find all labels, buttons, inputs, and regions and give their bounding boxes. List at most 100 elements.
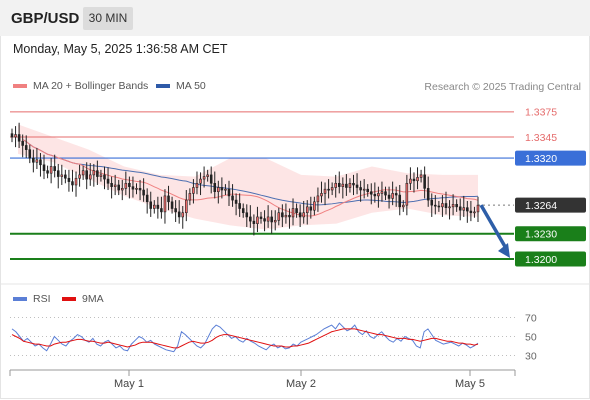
rsi-ma-line xyxy=(11,328,479,349)
candle-bearish xyxy=(245,212,249,218)
candle-bullish xyxy=(448,206,451,209)
candle-bullish xyxy=(320,193,323,197)
candle-bearish xyxy=(337,182,341,187)
candle-bearish xyxy=(430,199,434,206)
candle-bearish xyxy=(103,174,106,180)
level-tag-last xyxy=(515,197,586,213)
candle-bullish xyxy=(416,177,419,182)
level-lines-layer xyxy=(10,111,514,260)
candle-bearish xyxy=(32,157,35,163)
rsi-swatch xyxy=(13,297,27,302)
legend-ma50: MA 50 xyxy=(156,80,206,92)
candle-bullish xyxy=(330,187,334,191)
level-labels-layer: 1.3375 1.3345 1.3320 1.3264 1.3230 1.3200 xyxy=(515,107,586,267)
candle-bearish xyxy=(444,203,448,208)
candle-bullish xyxy=(409,178,412,184)
candle-bearish xyxy=(96,170,99,177)
x-axis-label: May 2 xyxy=(286,378,316,390)
level-tag-support xyxy=(515,226,586,242)
candle-bearish xyxy=(423,174,426,189)
level-label: 1.3264 xyxy=(525,200,557,212)
candle-bearish xyxy=(298,212,302,218)
candle-bullish xyxy=(206,174,209,177)
candle-bearish xyxy=(437,205,441,208)
bollinger-band xyxy=(18,124,478,230)
rsi-ma-label: 9MA xyxy=(82,293,104,305)
candle-bearish xyxy=(17,134,21,142)
time-axis: May 1 May 2 May 5 xyxy=(9,369,516,390)
candle-bullish xyxy=(405,182,409,206)
chart-datetime: Monday, May 5, 2025 1:36:58 AM CET xyxy=(13,42,228,56)
level-tag-pivot xyxy=(515,150,586,166)
candle-bullish xyxy=(348,182,352,188)
candle-bullish xyxy=(78,174,81,179)
candle-bullish xyxy=(92,170,96,176)
candle-bearish xyxy=(295,208,298,214)
candle-bullish xyxy=(217,187,220,193)
candle-bearish xyxy=(117,184,120,191)
ma50-swatch xyxy=(156,84,170,89)
ma50-line xyxy=(22,139,479,206)
candle-bearish xyxy=(46,170,49,174)
candle-bearish xyxy=(455,204,458,208)
candle-bullish xyxy=(14,134,17,138)
rsi-panel: 70 50 30 xyxy=(0,283,590,363)
bollinger-band-layer xyxy=(18,124,478,230)
candle-bearish xyxy=(170,201,174,209)
x-axis-label: May 1 xyxy=(114,378,144,390)
candle-bullish xyxy=(124,182,128,189)
candle-bullish xyxy=(284,214,288,218)
candle-bullish xyxy=(451,204,455,208)
candle-bearish xyxy=(10,133,14,138)
candle-bullish xyxy=(188,193,192,201)
candle-bullish xyxy=(313,201,316,211)
level-label: 1.3320 xyxy=(525,153,557,165)
candle-bullish xyxy=(316,195,320,203)
candle-bullish xyxy=(99,174,103,177)
ma20-swatch xyxy=(13,84,27,89)
candle-bearish xyxy=(39,159,42,166)
candle-bullish xyxy=(74,177,78,186)
timeframe-button[interactable]: 30 MIN xyxy=(83,7,133,30)
candle-bullish xyxy=(380,191,384,194)
candle-bearish xyxy=(209,174,213,184)
candle-bullish xyxy=(476,204,480,213)
ma50-label: MA 50 xyxy=(176,80,206,92)
candle-bearish xyxy=(227,188,231,197)
candle-bearish xyxy=(56,170,60,177)
candle-bearish xyxy=(71,181,74,186)
candle-bearish xyxy=(394,193,398,196)
level-label: 1.3345 xyxy=(525,132,557,144)
candle-bullish xyxy=(256,216,259,224)
candle-bearish xyxy=(252,220,256,224)
candle-bearish xyxy=(85,170,88,180)
candle-bullish xyxy=(334,182,337,188)
candle-bullish xyxy=(135,188,138,190)
candle-bullish xyxy=(163,195,167,213)
candle-bearish xyxy=(387,194,391,199)
candle-bullish xyxy=(419,174,423,178)
candle-bullish xyxy=(185,199,188,214)
candle-bearish xyxy=(309,206,313,211)
rsi-line xyxy=(11,322,479,353)
legend-rsi: RSI xyxy=(13,293,51,305)
candle-bullish xyxy=(377,193,380,197)
candle-bullish xyxy=(60,174,64,177)
candle-bearish xyxy=(160,208,163,213)
candle-bearish xyxy=(167,195,170,203)
candle-bullish xyxy=(273,219,277,223)
candle-bullish xyxy=(113,184,117,187)
rsi-ma-swatch xyxy=(62,297,76,302)
candle-bearish xyxy=(177,211,181,218)
level-label: 1.3230 xyxy=(525,229,557,241)
candle-bearish xyxy=(128,182,131,187)
candle-bearish xyxy=(138,188,142,191)
candle-bullish xyxy=(202,176,206,180)
candle-bearish xyxy=(327,188,330,191)
x-axis-label: May 5 xyxy=(455,378,485,390)
candle-bearish xyxy=(106,178,110,184)
candle-bullish xyxy=(195,182,199,188)
candle-bearish xyxy=(345,183,348,188)
candle-bearish xyxy=(241,208,245,214)
